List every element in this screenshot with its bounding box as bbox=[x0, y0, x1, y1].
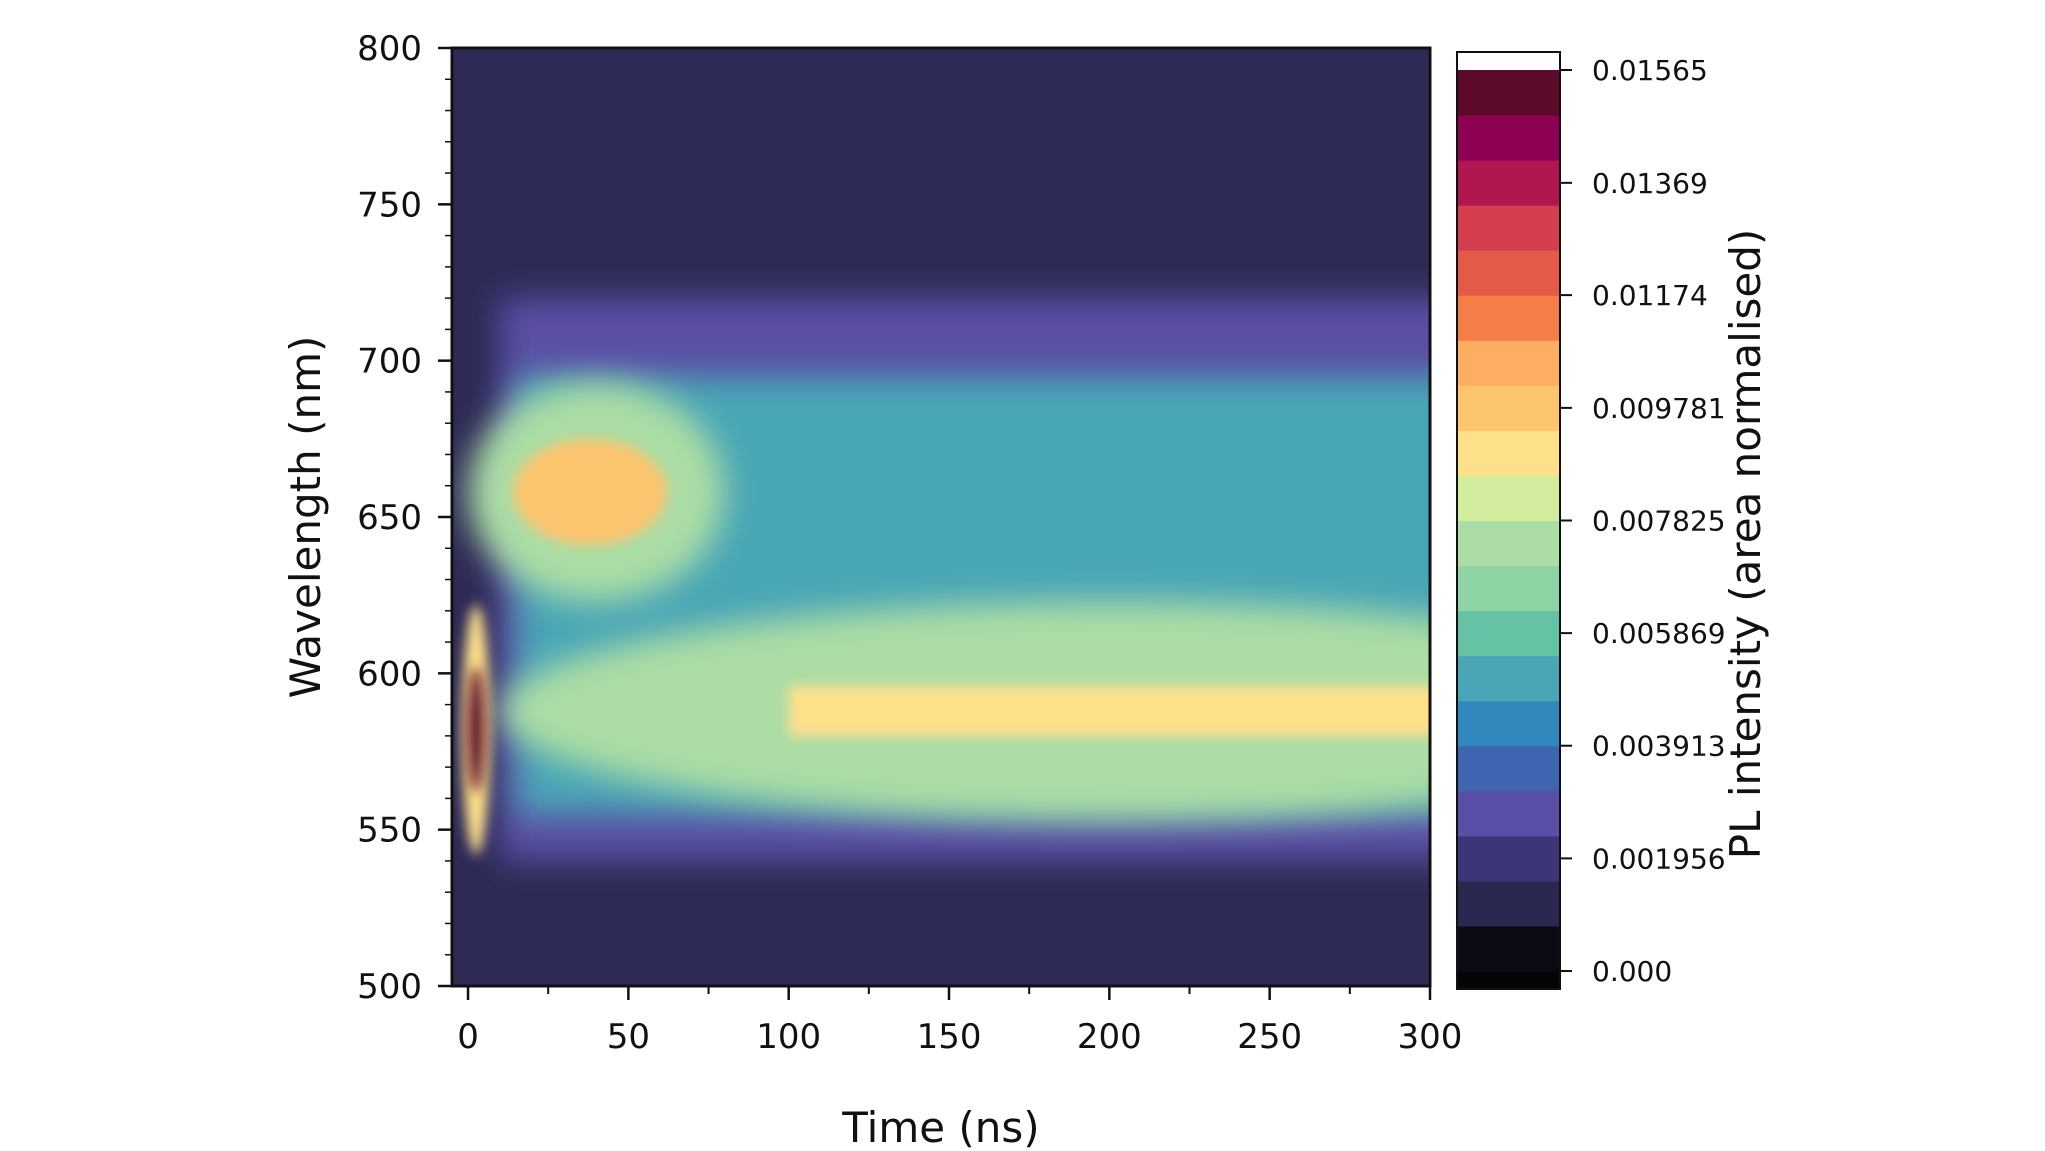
x-tick-label-150: 150 bbox=[917, 1017, 982, 1057]
x-tick-label-200: 200 bbox=[1077, 1017, 1142, 1057]
colorbar-band bbox=[1457, 925, 1560, 972]
colorbar-band bbox=[1457, 790, 1560, 837]
y-tick-label-550: 550 bbox=[357, 811, 422, 851]
colorbar-band bbox=[1457, 160, 1560, 206]
colorbar-tick-label: 0.01369 bbox=[1592, 167, 1708, 200]
colorbar-tick-label: 0.000 bbox=[1592, 955, 1672, 988]
colorbar-band bbox=[1457, 385, 1560, 431]
y-axis-title: Wavelength (nm) bbox=[281, 336, 330, 699]
y-tick-label-800: 800 bbox=[357, 29, 422, 69]
colorbar-band bbox=[1457, 430, 1560, 476]
colorbar-band bbox=[1457, 205, 1560, 251]
y-tick-label-750: 750 bbox=[357, 185, 422, 225]
colorbar-tick-label: 0.01565 bbox=[1592, 54, 1708, 87]
y-tick-label-650: 650 bbox=[357, 498, 422, 538]
colorbar-band bbox=[1457, 565, 1560, 612]
colorbar-overflow bbox=[1457, 52, 1560, 70]
x-tick-label-100: 100 bbox=[756, 1017, 821, 1057]
heatmap-plot-area bbox=[450, 46, 1432, 988]
colorbar-band bbox=[1457, 70, 1560, 116]
y-tick-label-600: 600 bbox=[357, 654, 422, 694]
y-tick-label-700: 700 bbox=[357, 342, 422, 382]
heatmap-features bbox=[462, 298, 1430, 861]
colorbar-band bbox=[1457, 745, 1560, 792]
x-axis: 0 50 100 150 200 250 300 bbox=[457, 986, 1462, 1057]
y-tick-label-500: 500 bbox=[357, 967, 422, 1007]
colorbar-band bbox=[1457, 250, 1560, 296]
colorbar-tick-label: 0.007825 bbox=[1592, 505, 1726, 538]
colorbar-tick-label: 0.01174 bbox=[1592, 279, 1708, 312]
colorbar-band bbox=[1457, 295, 1560, 341]
colorbar-tick-label: 0.005869 bbox=[1592, 617, 1726, 650]
long-lived-band-core bbox=[788, 685, 1430, 736]
colorbar: 0.000 0.001956 0.003913 0.005869 0.007825 0.0… bbox=[1456, 51, 1726, 990]
x-tick-label-50: 50 bbox=[607, 1017, 650, 1057]
colorbar-band bbox=[1457, 700, 1560, 747]
x-tick-label-250: 250 bbox=[1237, 1017, 1302, 1057]
colorbar-underflow bbox=[1457, 971, 1560, 989]
early-peak-core bbox=[468, 667, 485, 793]
colorbar-title: PL intensity (area normalised) bbox=[1721, 229, 1770, 860]
transient-band-core bbox=[512, 438, 667, 546]
colorbar-band bbox=[1457, 880, 1560, 927]
colorbar-band bbox=[1457, 835, 1560, 882]
colorbar-band bbox=[1457, 655, 1560, 702]
colorbar-band bbox=[1457, 475, 1560, 521]
colorbar-ticks: 0.000 0.001956 0.003913 0.005869 0.007825 0.0… bbox=[1560, 54, 1726, 988]
x-tick-label-300: 300 bbox=[1398, 1017, 1463, 1057]
colorbar-band bbox=[1457, 115, 1560, 161]
colorbar-tick-label: 0.009781 bbox=[1592, 392, 1726, 425]
y-axis: 500 550 600 650 700 750 800 bbox=[357, 29, 452, 1007]
colorbar-tick-label: 0.001956 bbox=[1592, 842, 1726, 875]
colorbar-band bbox=[1457, 340, 1560, 386]
x-tick-label-0: 0 bbox=[457, 1017, 479, 1057]
colorbar-band bbox=[1457, 610, 1560, 657]
colorbar-bands bbox=[1457, 52, 1560, 989]
x-axis-title: Time (ns) bbox=[841, 1103, 1039, 1151]
colorbar-band bbox=[1457, 520, 1560, 567]
colorbar-tick-label: 0.003913 bbox=[1592, 730, 1726, 763]
